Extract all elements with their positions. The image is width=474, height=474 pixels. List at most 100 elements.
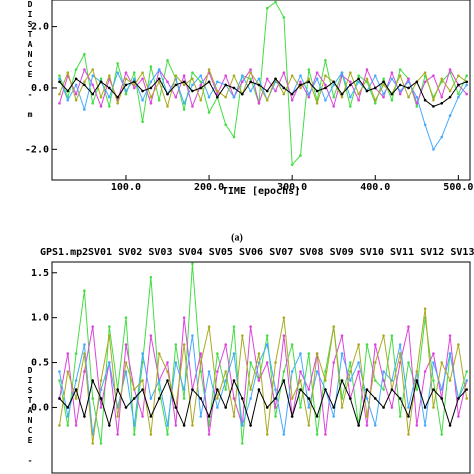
data-point bbox=[207, 80, 211, 84]
data-point bbox=[282, 379, 286, 382]
data-point bbox=[382, 92, 385, 96]
data-point bbox=[398, 352, 402, 355]
data-point bbox=[398, 92, 402, 96]
data-point bbox=[415, 370, 419, 373]
data-point bbox=[324, 59, 327, 62]
data-point bbox=[299, 406, 302, 409]
data-point bbox=[58, 74, 61, 77]
data-point bbox=[440, 361, 444, 364]
plot-frame bbox=[51, 261, 471, 474]
data-point bbox=[349, 95, 352, 99]
data-point bbox=[324, 74, 327, 77]
data-point bbox=[340, 352, 344, 355]
data-point bbox=[257, 77, 261, 81]
data-point bbox=[373, 379, 377, 382]
data-point bbox=[141, 98, 144, 102]
data-point bbox=[390, 379, 394, 382]
data-point bbox=[116, 433, 119, 436]
data-point bbox=[415, 95, 419, 99]
data-point bbox=[157, 77, 161, 81]
data-point bbox=[307, 68, 311, 71]
data-point bbox=[357, 98, 360, 102]
data-point bbox=[166, 370, 169, 373]
data-point bbox=[83, 415, 86, 418]
data-point bbox=[415, 379, 419, 382]
data-point bbox=[349, 83, 352, 87]
data-point bbox=[465, 74, 468, 77]
data-point bbox=[265, 406, 269, 409]
data-point bbox=[182, 397, 186, 400]
data-point bbox=[340, 379, 344, 382]
data-point bbox=[457, 343, 460, 346]
data-point bbox=[257, 379, 261, 382]
data-point bbox=[349, 71, 352, 74]
data-point bbox=[265, 334, 269, 337]
data-point bbox=[199, 80, 203, 84]
data-point bbox=[141, 120, 144, 124]
data-point bbox=[83, 52, 86, 56]
data-point bbox=[423, 424, 427, 427]
data-point bbox=[132, 77, 136, 81]
data-point bbox=[83, 83, 86, 87]
data-point bbox=[83, 289, 86, 293]
series-line bbox=[59, 378, 468, 428]
data-point bbox=[365, 343, 369, 346]
data-point bbox=[224, 406, 227, 409]
data-point bbox=[249, 397, 252, 400]
data-point bbox=[249, 71, 252, 74]
data-point bbox=[191, 334, 194, 337]
legend-item: SV04 bbox=[179, 247, 203, 258]
data-point bbox=[74, 397, 78, 400]
caption: (a) bbox=[231, 232, 243, 243]
series-line bbox=[59, 335, 468, 435]
data-point bbox=[357, 370, 360, 373]
data-point bbox=[141, 388, 144, 391]
series-line bbox=[59, 263, 468, 444]
data-point bbox=[74, 98, 78, 102]
data-point bbox=[182, 316, 186, 319]
data-point bbox=[91, 92, 95, 96]
data-point bbox=[108, 361, 111, 364]
data-point bbox=[415, 424, 419, 427]
data-point bbox=[124, 89, 128, 93]
data-point bbox=[91, 379, 95, 382]
data-point bbox=[390, 388, 394, 391]
data-point bbox=[265, 6, 269, 10]
data-point bbox=[373, 98, 377, 102]
y-tick-label: 1.0 bbox=[31, 313, 49, 324]
data-point bbox=[340, 334, 344, 337]
data-point bbox=[249, 68, 252, 71]
data-point bbox=[74, 68, 78, 71]
series-line bbox=[59, 317, 468, 435]
data-point bbox=[357, 80, 360, 84]
data-point bbox=[149, 102, 153, 105]
data-point bbox=[415, 388, 419, 391]
data-point bbox=[349, 361, 352, 364]
data-point bbox=[199, 83, 203, 87]
series-line bbox=[59, 1, 468, 166]
y-tick-label: 0.0 bbox=[31, 402, 49, 413]
data-point bbox=[448, 334, 452, 337]
data-point bbox=[157, 379, 161, 382]
data-point bbox=[58, 397, 61, 400]
y-axis-label: DISTANCE - m bbox=[26, 366, 35, 474]
data-point bbox=[166, 379, 169, 382]
data-point bbox=[465, 92, 468, 96]
data-point bbox=[149, 415, 153, 418]
data-point bbox=[448, 424, 452, 427]
data-point bbox=[382, 388, 385, 391]
data-point bbox=[382, 334, 385, 337]
data-point bbox=[216, 80, 219, 84]
data-point bbox=[66, 98, 70, 102]
data-point bbox=[407, 406, 410, 409]
data-point bbox=[357, 424, 360, 427]
data-point bbox=[116, 415, 119, 418]
data-point bbox=[149, 433, 153, 436]
data-point bbox=[249, 89, 252, 93]
data-point bbox=[332, 83, 336, 87]
data-point bbox=[324, 433, 327, 436]
data-point bbox=[108, 424, 111, 427]
data-point bbox=[91, 68, 95, 71]
data-point bbox=[440, 95, 444, 99]
data-point bbox=[249, 424, 252, 427]
